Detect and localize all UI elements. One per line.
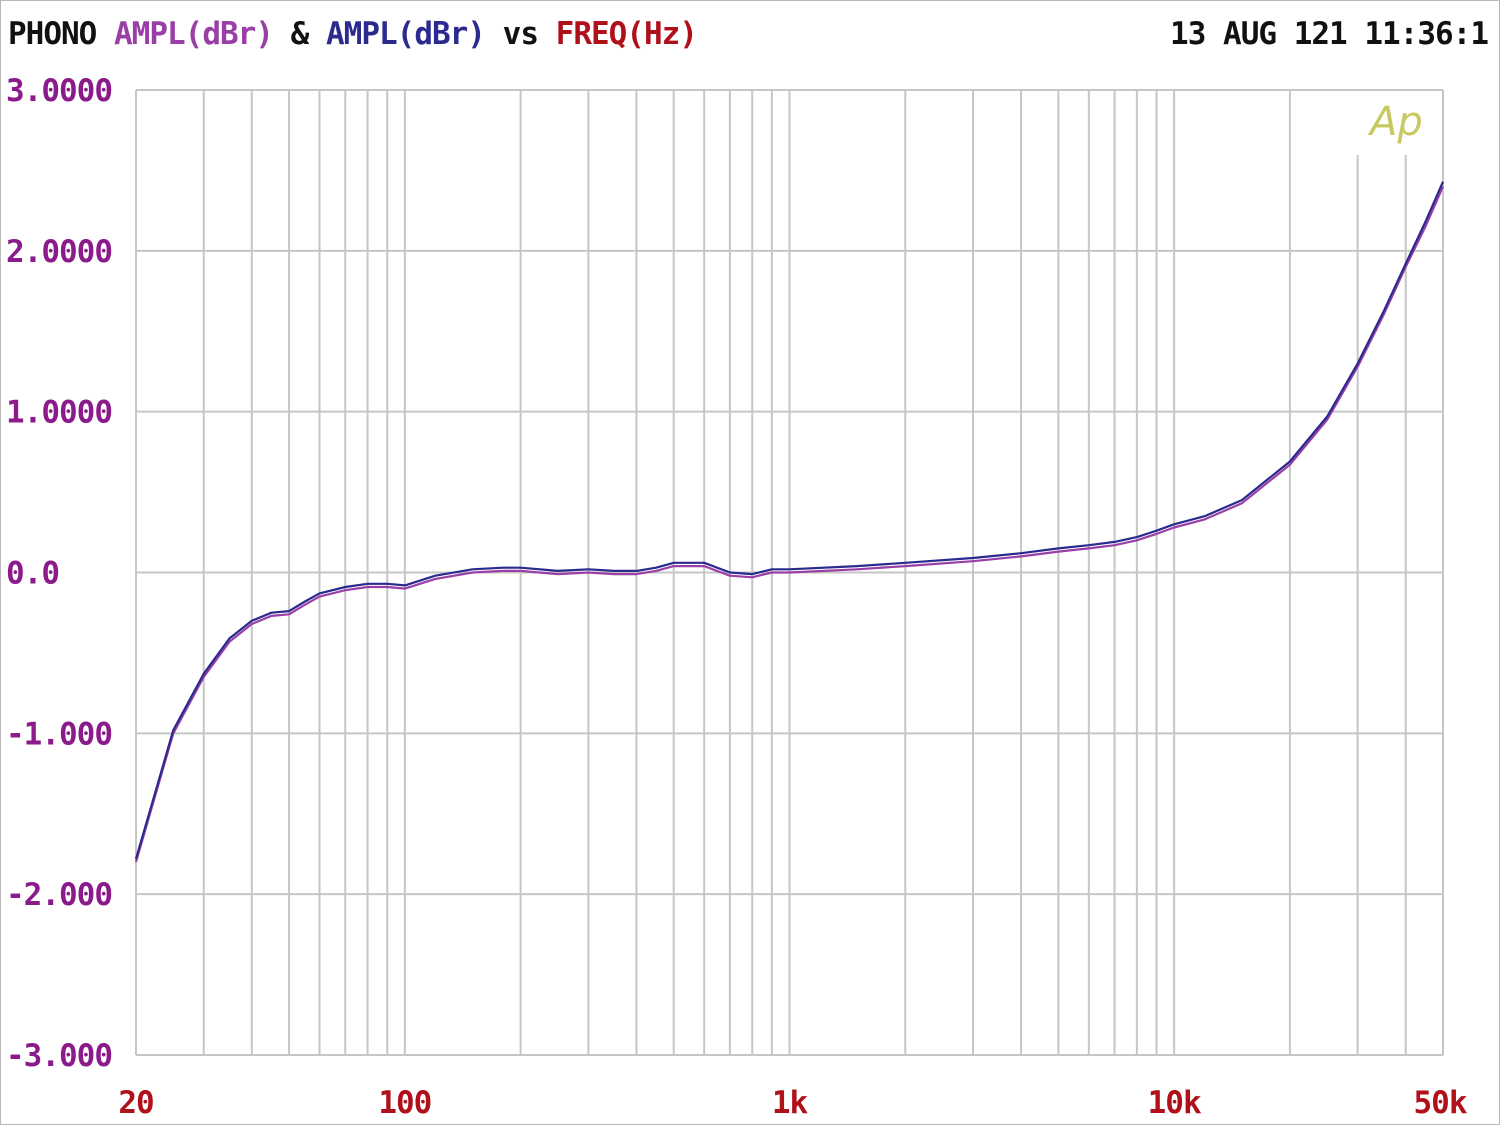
vs-label: vs: [502, 16, 539, 52]
ap-logo: Ap: [1367, 99, 1423, 145]
x-tick-label: 1k: [772, 1085, 809, 1121]
y-tick-label: -2.000: [6, 877, 112, 913]
y-tick-label: 3.0000: [6, 73, 112, 109]
device-label: PHONO: [8, 16, 97, 52]
x-tick-label: 20: [118, 1085, 153, 1121]
x-tick-label: 10k: [1148, 1085, 1202, 1121]
x-tick-label: 50k: [1414, 1085, 1468, 1121]
series1-label: AMPL(dBr): [114, 16, 274, 52]
x-tick-label: 100: [378, 1085, 431, 1121]
y-tick-label: -3.000: [6, 1038, 112, 1074]
series2-label: AMPL(dBr): [326, 16, 486, 52]
series-line-1: [134, 186, 1445, 863]
xaxis-title: FREQ(Hz): [555, 16, 698, 52]
y-tick-label: 2.0000: [6, 234, 112, 270]
ampersand: &: [290, 16, 310, 52]
y-tick-label: 0.0: [6, 556, 59, 592]
series-line-2: [134, 181, 1445, 860]
y-tick-labels: 3.0000 2.0000 1.0000 0.0 -1.000 -2.000 -3.000: [6, 73, 113, 1074]
chart-title: PHONO AMPL(dBr) & AMPL(dBr) vs FREQ(Hz): [8, 16, 698, 52]
x-tick-labels: 20 100 1k 10k 50k: [118, 1085, 1468, 1121]
timestamp: 13 AUG 121 11:36:1: [1170, 16, 1489, 52]
y-tick-label: 1.0000: [6, 395, 112, 431]
y-tick-label: -1.000: [6, 716, 112, 752]
series-lines: [134, 181, 1445, 863]
grid: [135, 89, 1444, 1056]
